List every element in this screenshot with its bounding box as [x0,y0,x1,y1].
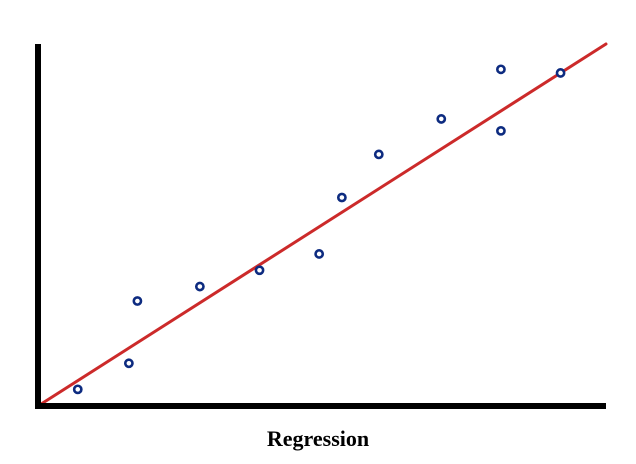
data-point-10 [496,64,506,75]
data-point-12 [555,68,566,78]
data-point-2 [123,358,134,369]
data-point-5 [254,265,265,276]
data-point-1 [72,384,83,395]
data-point-4 [194,281,205,292]
data-point-11 [496,125,506,136]
regression-line [36,42,608,408]
data-point-3 [132,296,143,306]
plot-area [36,42,608,408]
data-point-8 [373,149,384,160]
data-point-7 [336,192,347,203]
chart-title: Regression [267,426,369,451]
data-point-6 [314,249,325,259]
data-point-9 [436,114,447,124]
